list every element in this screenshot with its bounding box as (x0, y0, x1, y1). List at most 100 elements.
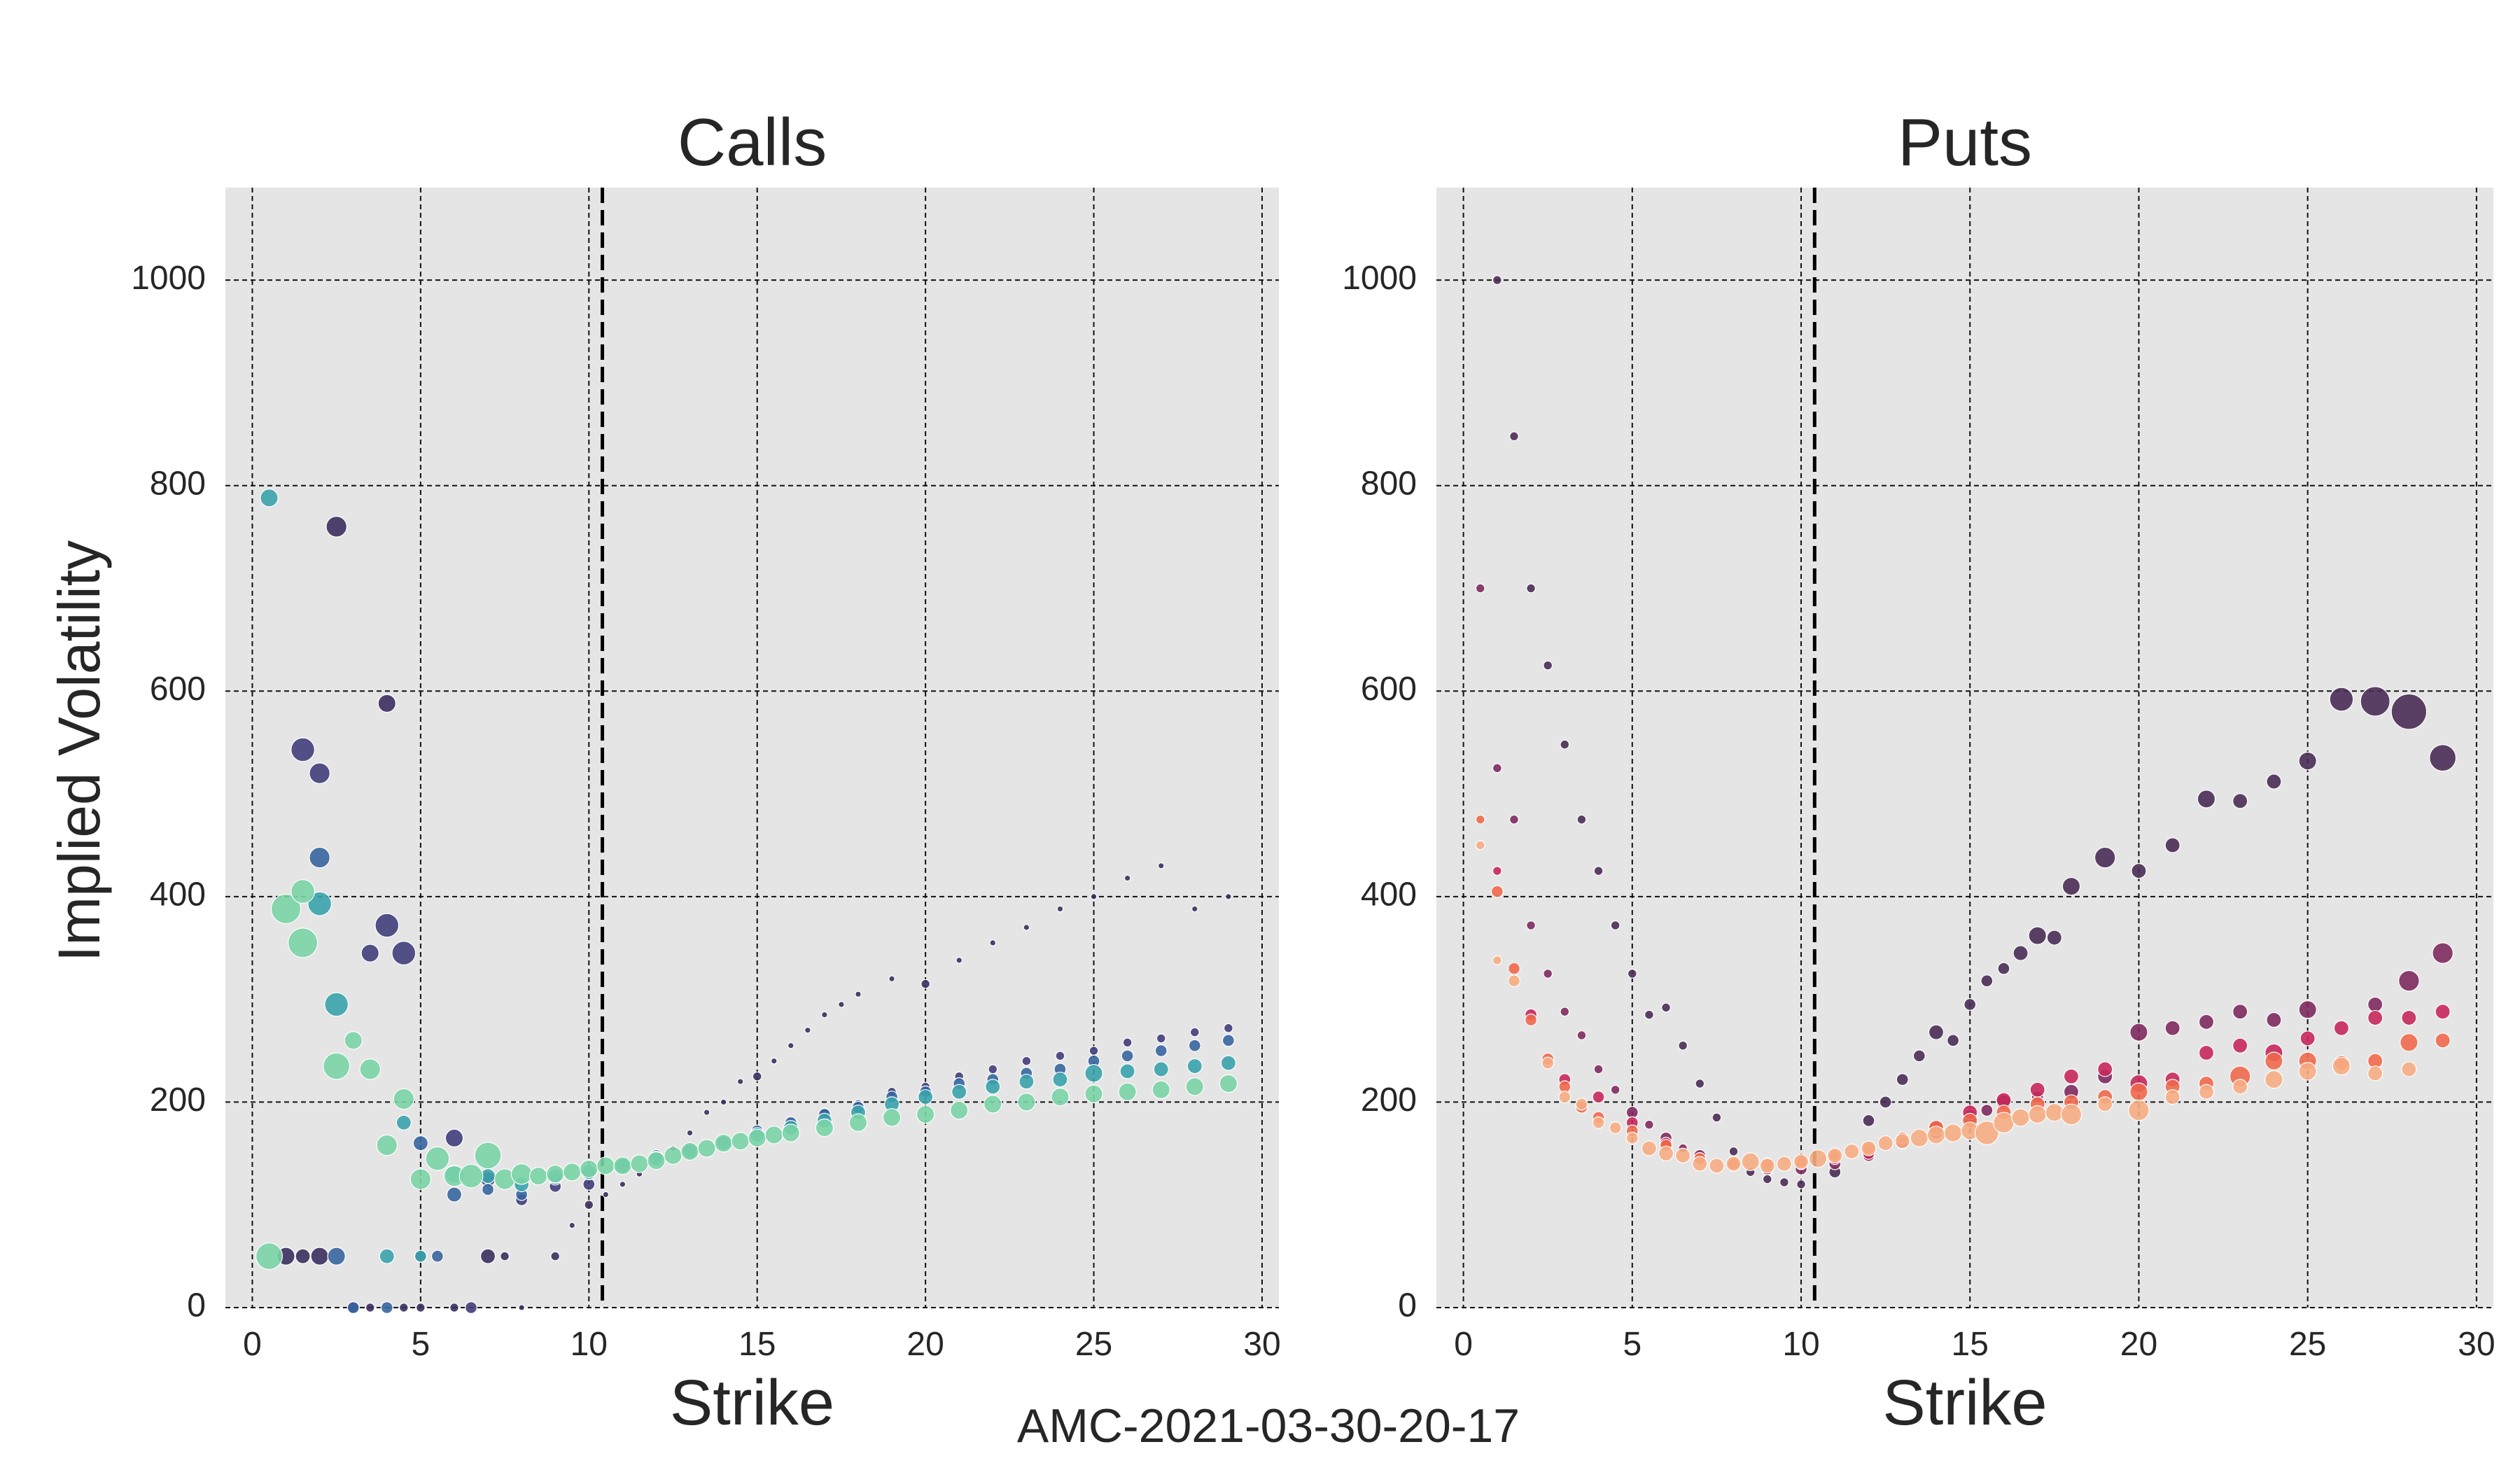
puts-point (1627, 969, 1637, 979)
puts-point (2332, 1056, 2351, 1076)
puts-point (2264, 1051, 2283, 1070)
puts-x-axis-label: Strike (1882, 1367, 2047, 1438)
puts-point (1610, 920, 1620, 930)
figure-y-label: Implied Volatility (46, 540, 112, 962)
calls-point (1052, 1072, 1068, 1088)
puts-point (2360, 686, 2390, 717)
calls-point (327, 1247, 346, 1266)
puts-point (2011, 1108, 2030, 1127)
calls-x-tick-label: 0 (243, 1326, 262, 1363)
calls-point (290, 879, 315, 904)
calls-point (449, 1303, 459, 1312)
calls-y-tick-label: 600 (150, 671, 206, 708)
puts-point (1610, 1084, 1620, 1095)
calls-point (290, 737, 315, 762)
calls-point (307, 891, 332, 916)
puts-point (1974, 1121, 1999, 1145)
puts-point (2232, 1037, 2248, 1054)
calls-point (518, 1304, 525, 1311)
calls-point (1188, 1039, 1201, 1052)
calls-point (270, 893, 302, 925)
calls-point (770, 1057, 778, 1065)
puts-point (2266, 1011, 2282, 1028)
calls-point (619, 1181, 626, 1188)
calls-point (287, 927, 318, 958)
calls-point (1157, 862, 1165, 869)
puts-point (1490, 885, 1504, 898)
calls-point (838, 1001, 845, 1008)
calls-point (1124, 874, 1131, 882)
calls-point (510, 1163, 533, 1185)
puts-point (2128, 1099, 2150, 1121)
calls-point (1186, 1058, 1203, 1074)
puts-point (2198, 1044, 2215, 1061)
calls-title: Calls (678, 105, 827, 180)
puts-point (1609, 1121, 1622, 1135)
calls-point (365, 1303, 375, 1312)
puts-point (2164, 837, 2180, 853)
puts-point (1592, 1116, 1605, 1129)
calls-point (393, 1088, 415, 1110)
calls-y-tick-label: 800 (150, 465, 206, 502)
puts-point (1492, 275, 1502, 286)
calls-point (346, 1301, 360, 1314)
puts-plot-area (1436, 188, 2493, 1308)
puts-point (1879, 1096, 1892, 1109)
puts-point (1741, 1152, 1760, 1171)
puts-point (2333, 1020, 2350, 1036)
calls-x-tick-label: 10 (570, 1326, 608, 1363)
calls-point (324, 992, 349, 1017)
calls-point (425, 1146, 450, 1171)
calls-point (920, 979, 931, 989)
puts-point (1993, 1112, 2015, 1134)
calls-point (736, 1078, 744, 1085)
puts-point (1507, 974, 1520, 988)
calls-point (787, 1042, 794, 1049)
calls-point (309, 762, 330, 784)
puts-point (1507, 962, 1520, 975)
calls-point (255, 1242, 284, 1270)
puts-x-tick-label: 0 (1454, 1326, 1473, 1363)
calls-point (295, 1248, 311, 1264)
calls-point (580, 1159, 598, 1179)
puts-point (1997, 962, 2010, 975)
calls-point (1219, 1074, 1238, 1093)
puts-point (2367, 1065, 2384, 1082)
calls-y-tick-label: 1000 (131, 260, 206, 297)
calls-point (1055, 1051, 1065, 1061)
puts-point (1712, 1112, 1722, 1123)
puts-point (2400, 1033, 2418, 1052)
puts-point (1910, 1128, 1929, 1147)
puts-point (1641, 1140, 1658, 1156)
calls-point (430, 1250, 444, 1263)
puts-point (1526, 583, 1536, 594)
puts-point (2390, 693, 2428, 730)
puts-point (2097, 1096, 2113, 1112)
calls-point (1088, 1046, 1099, 1056)
puts-point (2401, 1009, 2417, 1026)
calls-point (882, 1108, 902, 1127)
calls-point (951, 1084, 967, 1100)
puts-point (1726, 1156, 1742, 1172)
calls-point (1122, 1037, 1133, 1048)
calls-x-tick-label: 20 (906, 1326, 944, 1363)
calls-point (1119, 1063, 1135, 1079)
calls-point (1090, 893, 1098, 900)
puts-point (1560, 1007, 1570, 1017)
puts-point (1560, 739, 1570, 750)
puts-y-tick-label: 200 (1361, 1082, 1417, 1119)
puts-point (1593, 866, 1604, 876)
calls-point (781, 1124, 800, 1142)
calls-point (950, 1100, 969, 1120)
puts-point (1926, 1126, 1946, 1144)
calls-point (380, 1301, 393, 1314)
puts-point (2060, 1103, 2082, 1126)
puts-point (2198, 1014, 2215, 1030)
puts-point (2300, 1030, 2316, 1046)
puts-point (1492, 763, 1502, 774)
puts-point (1593, 1064, 1604, 1074)
puts-point (2266, 774, 2282, 790)
calls-y-tick-label: 200 (150, 1082, 206, 1119)
calls-point (1191, 905, 1198, 913)
